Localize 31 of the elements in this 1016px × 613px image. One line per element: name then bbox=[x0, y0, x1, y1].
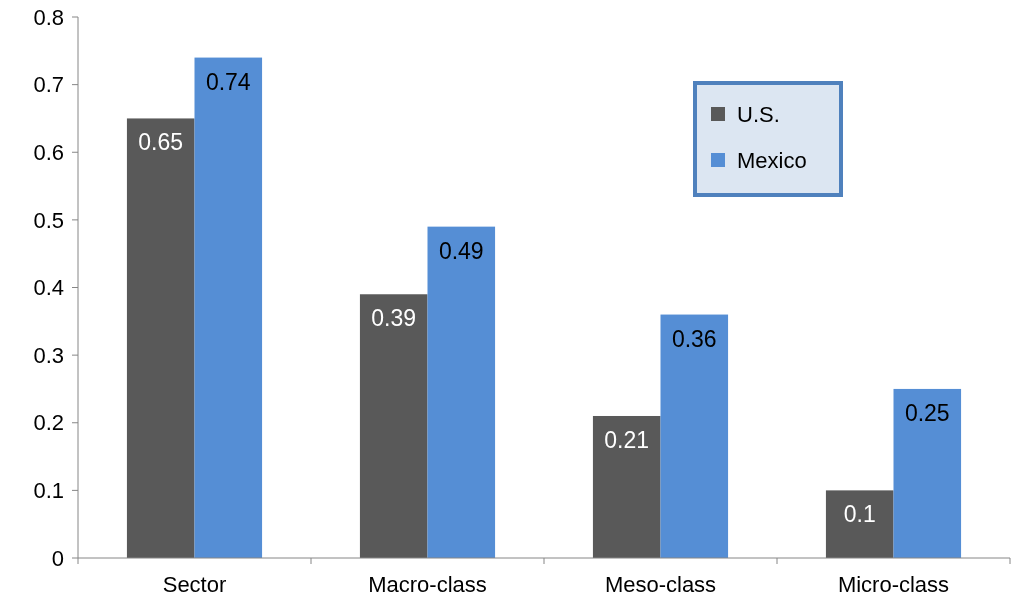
bar bbox=[660, 314, 729, 558]
y-tick-label: 0.6 bbox=[33, 139, 64, 165]
y-tick-label: 0.7 bbox=[33, 72, 64, 98]
y-tick-label: 0.2 bbox=[33, 410, 64, 436]
bar bbox=[592, 415, 661, 558]
data-label: 0.74 bbox=[205, 68, 251, 95]
y-tick-label: 0.1 bbox=[33, 478, 64, 504]
data-label: 0.39 bbox=[371, 305, 417, 332]
data-label: 0.25 bbox=[904, 399, 950, 426]
data-label: 0.1 bbox=[843, 501, 876, 528]
bar bbox=[194, 57, 263, 558]
bar bbox=[825, 490, 894, 558]
y-tick-label: 0.8 bbox=[33, 4, 64, 30]
data-label: 0.21 bbox=[604, 426, 650, 453]
data-label: 0.65 bbox=[138, 129, 184, 156]
bar bbox=[359, 294, 428, 558]
x-tick-label: Meso-class bbox=[604, 572, 717, 597]
data-label: 0.49 bbox=[438, 237, 484, 264]
x-tick-label: Sector bbox=[162, 572, 227, 597]
y-tick-label: 0 bbox=[51, 545, 64, 571]
y-tick-label: 0.4 bbox=[33, 275, 64, 301]
legend-label: U.S. bbox=[737, 101, 780, 127]
y-tick-label: 0.3 bbox=[33, 342, 64, 368]
x-tick-label: Micro-class bbox=[837, 572, 950, 597]
bar bbox=[126, 118, 195, 558]
data-label: 0.36 bbox=[671, 325, 717, 352]
y-tick-label: 0.5 bbox=[33, 207, 64, 233]
bar bbox=[893, 388, 962, 558]
legend-label: Mexico bbox=[737, 147, 807, 173]
bar bbox=[427, 226, 496, 558]
x-tick-label: Macro-class bbox=[368, 572, 487, 597]
